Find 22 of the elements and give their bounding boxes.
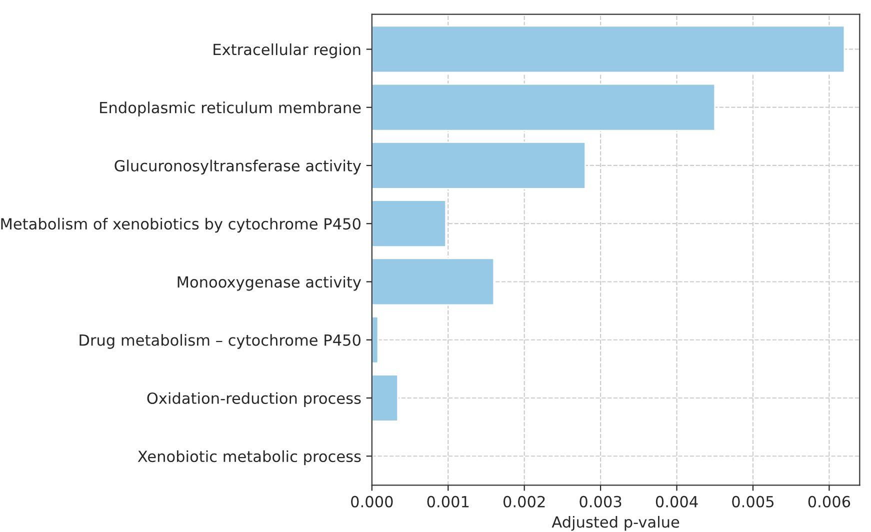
y-tick-label: Oxidation-reduction process xyxy=(147,392,361,407)
y-tick-label: Extracellular region xyxy=(214,43,360,58)
y-tick-label: Xenobiotic metabolic process xyxy=(138,450,361,466)
x-axis-title: Adjusted p-value xyxy=(552,516,680,531)
x-tick-label: 0.004 xyxy=(656,496,698,508)
y-tick-label: Metabolism of xenobiotics by cytochrome P450 xyxy=(1,218,360,233)
bar xyxy=(372,142,586,190)
bar xyxy=(372,374,399,422)
bar xyxy=(372,83,716,132)
bar xyxy=(372,258,495,306)
x-tick-label: 0.005 xyxy=(732,496,774,508)
x-tick-label: 0.003 xyxy=(580,496,622,508)
y-tick-label: Drug metabolism – cytochrome P450 xyxy=(80,334,360,349)
y-tick-label: Endoplasmic reticulum membrane xyxy=(100,102,361,116)
bar xyxy=(372,200,447,248)
bar xyxy=(372,25,846,74)
x-tick-label: 0.000 xyxy=(351,496,393,508)
x-tick-label: 0.001 xyxy=(427,496,469,508)
x-tick-label: 0.006 xyxy=(808,496,850,508)
y-tick-label: Glucuronosyltransferase activity xyxy=(114,160,362,174)
y-tick-label: Monooxygenase activity xyxy=(178,276,362,291)
x-tick-label: 0.002 xyxy=(503,496,545,508)
